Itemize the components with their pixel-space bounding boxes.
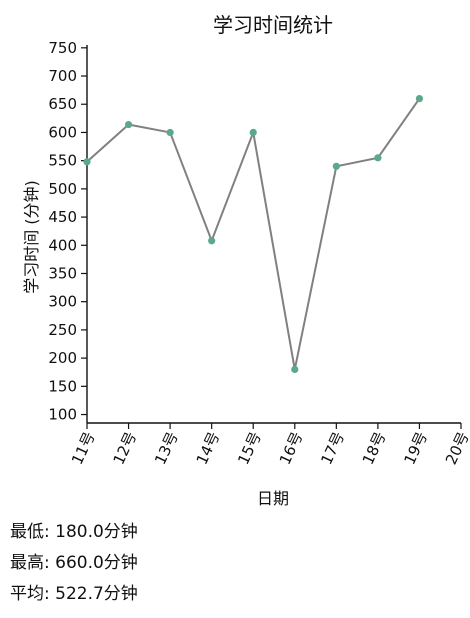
x-tick-label: 18号 [359,429,390,468]
chart-title: 学习时间统计 [213,13,333,37]
data-point [124,120,133,129]
x-tick-label: 12号 [110,429,141,468]
data-point [374,154,382,162]
data-point [415,94,424,103]
x-tick-label: 17号 [317,429,348,468]
y-tick-label: 400 [48,236,77,254]
data-point [83,158,91,166]
x-tick-label: 19号 [400,429,431,468]
x-tick-label: 16号 [276,429,307,468]
y-tick-label: 550 [48,152,77,170]
x-tick-label: 15号 [234,429,265,468]
data-point [291,365,299,374]
stats-panel: 最低: 180.0分钟 最高: 660.0分钟 平均: 522.7分钟 [10,517,138,610]
y-tick-label: 150 [48,377,77,395]
stat-avg: 平均: 522.7分钟 [10,584,138,604]
stat-min: 最低: 180.0分钟 [10,522,138,542]
x-axis-title: 日期 [257,489,289,508]
x-tick-label: 13号 [151,429,182,468]
y-tick-label: 600 [48,123,77,141]
y-tick-label: 300 [48,293,77,311]
y-tick-label: 650 [48,95,77,113]
y-tick-label: 350 [48,264,77,282]
y-tick-label: 700 [48,67,77,85]
y-tick-label: 100 [48,406,77,424]
y-tick-label: 200 [48,349,77,367]
line-chart: 学习时间统计 100 150 200 250 300 350 400 450 500 550 600… [22,13,470,508]
data-points [83,94,424,374]
y-axis: 100 150 200 250 300 350 400 450 500 550 600 650 700 7… [48,39,88,424]
data-point [208,237,216,245]
y-axis-title: 学习时间 (分钟) [22,180,41,294]
y-tick-label: 250 [48,321,77,339]
y-tick-label: 500 [48,180,77,198]
series-line [86,98,421,370]
y-tick-label: 450 [48,208,77,226]
x-axis: 11号 12号 13号 14号 15号 16号 17号 18号 19号 20号 [68,422,470,468]
x-tick-label: 11号 [68,429,99,468]
data-point [332,162,340,170]
x-tick-label: 14号 [193,429,224,468]
data-point [249,128,257,137]
y-tick-label: 750 [48,39,77,57]
stat-max: 最高: 660.0分钟 [10,553,138,573]
data-point [166,128,174,137]
x-tick-label: 20号 [442,429,470,468]
